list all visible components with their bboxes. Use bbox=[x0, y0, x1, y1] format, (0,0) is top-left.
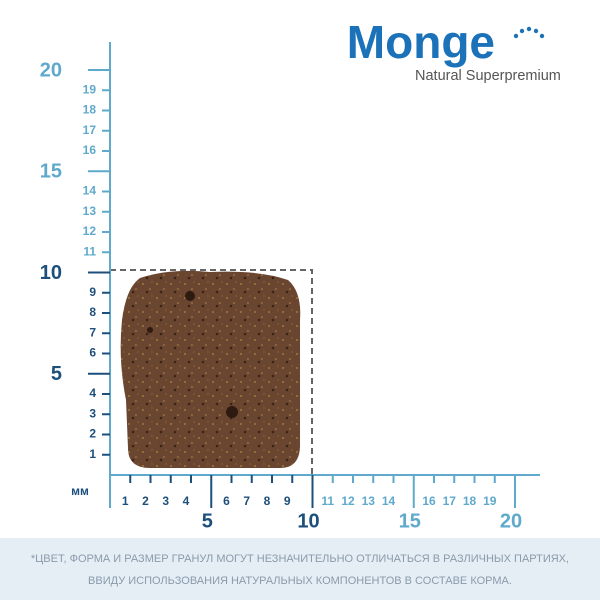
tick-label: 18 bbox=[463, 494, 477, 508]
tick-label: 11 bbox=[83, 244, 96, 258]
tick-label: 14 bbox=[83, 184, 97, 198]
tick-label: 1 bbox=[122, 494, 129, 508]
tick-label: 13 bbox=[362, 494, 376, 508]
tick-label: 1 bbox=[89, 447, 96, 461]
brand: Monge bbox=[347, 16, 495, 68]
kibble bbox=[120, 270, 301, 468]
tick-label: 19 bbox=[483, 494, 497, 508]
tick-label: 8 bbox=[89, 305, 96, 319]
disclaimer-line: ВВИДУ ИСПОЛЬЗОВАНИЯ НАТУРАЛЬНЫХ КОМПОНЕН… bbox=[88, 575, 512, 587]
tick-label: 20 bbox=[40, 59, 62, 81]
tick-label: 9 bbox=[89, 285, 96, 299]
disclaimer-line: *ЦВЕТ, ФОРМА И РАЗМЕР ГРАНУЛ МОГУТ НЕЗНА… bbox=[31, 553, 569, 565]
tick-label: 13 bbox=[83, 204, 97, 218]
disclaimer-band bbox=[0, 538, 600, 600]
tick-label: 7 bbox=[243, 494, 250, 508]
tick-label: 4 bbox=[89, 386, 96, 400]
tick-label: 18 bbox=[83, 103, 97, 117]
tick-label: 7 bbox=[89, 325, 96, 339]
tick-label: 14 bbox=[382, 494, 396, 508]
kibble-spot bbox=[185, 291, 195, 301]
kibble-spot bbox=[147, 327, 153, 333]
tick-label: 3 bbox=[162, 494, 169, 508]
tick-label: 6 bbox=[89, 346, 96, 360]
tick-label: 12 bbox=[341, 494, 355, 508]
tick-label: 20 bbox=[500, 510, 522, 532]
tick-label: 2 bbox=[142, 494, 149, 508]
tick-label: 5 bbox=[51, 363, 62, 385]
kibble-spot bbox=[226, 406, 238, 418]
tick-label: 15 bbox=[40, 161, 62, 183]
unit-label: мм bbox=[71, 484, 89, 498]
tick-label: 15 bbox=[399, 510, 421, 532]
tick-label: 16 bbox=[422, 494, 436, 508]
tick-label: 10 bbox=[40, 262, 62, 284]
tick-label: 19 bbox=[83, 82, 97, 96]
tick-label: 12 bbox=[83, 224, 97, 238]
tick-label: 3 bbox=[89, 406, 96, 420]
tick-label: 5 bbox=[202, 510, 213, 532]
tick-label: 16 bbox=[83, 143, 97, 157]
tick-label: 2 bbox=[89, 427, 96, 441]
tick-label: 4 bbox=[183, 494, 190, 508]
tick-label: 11 bbox=[321, 494, 334, 508]
tick-label: 17 bbox=[83, 123, 97, 137]
tick-label: 8 bbox=[264, 494, 271, 508]
tick-label: 10 bbox=[297, 510, 319, 532]
tick-label: 6 bbox=[223, 494, 230, 508]
tagline: Natural Superpremium bbox=[415, 68, 561, 84]
crown bbox=[513, 26, 545, 39]
tick-label: 9 bbox=[284, 494, 291, 508]
tick-label: 17 bbox=[443, 494, 457, 508]
